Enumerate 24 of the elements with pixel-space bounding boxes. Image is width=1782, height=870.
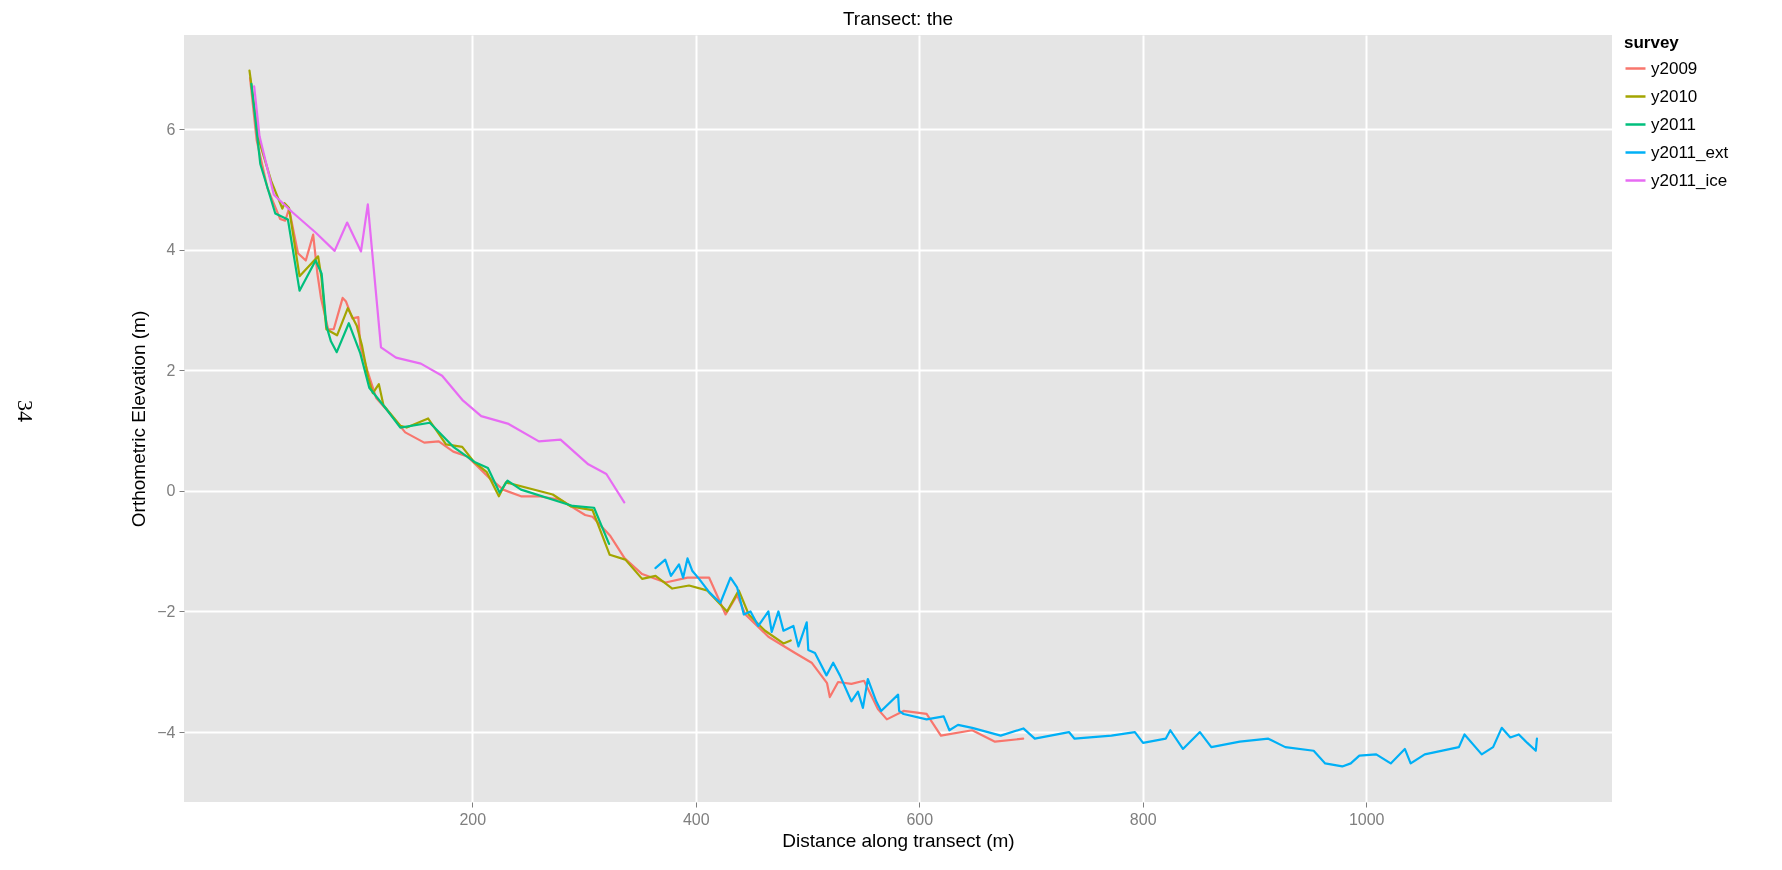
text: 34 bbox=[12, 400, 38, 422]
x-axis-title: Distance along transect (m) bbox=[782, 829, 1015, 851]
x-tick-label: 1000 bbox=[1348, 810, 1385, 828]
legend-label: y2011_ext bbox=[1651, 142, 1729, 162]
y-tick-label: −4 bbox=[157, 723, 176, 741]
y-tick-label: −2 bbox=[157, 602, 176, 620]
legend-label: y2011_ice bbox=[1651, 170, 1728, 190]
x-tick-label: 800 bbox=[1129, 810, 1157, 828]
line-series bbox=[654, 557, 1539, 768]
line-series bbox=[248, 69, 792, 645]
chart-title: Transect: the bbox=[842, 8, 954, 29]
legend-label: y2009 bbox=[1651, 58, 1698, 78]
y-axis-title: Orthometric Elevation (m) bbox=[128, 310, 150, 528]
legend-title: survey bbox=[1624, 33, 1680, 52]
x-tick-label: 600 bbox=[906, 810, 934, 828]
legend-label: y2011 bbox=[1651, 114, 1697, 134]
y-tick-label: 6 bbox=[166, 120, 176, 138]
x-tick-label: 200 bbox=[459, 810, 487, 828]
y-tick-label: 0 bbox=[166, 482, 176, 500]
line-series bbox=[248, 76, 1025, 743]
y-tick-label: 4 bbox=[166, 241, 176, 259]
y-tick-label: 2 bbox=[166, 361, 176, 379]
x-tick-label: 400 bbox=[682, 810, 710, 828]
legend-label: y2010 bbox=[1651, 86, 1698, 106]
